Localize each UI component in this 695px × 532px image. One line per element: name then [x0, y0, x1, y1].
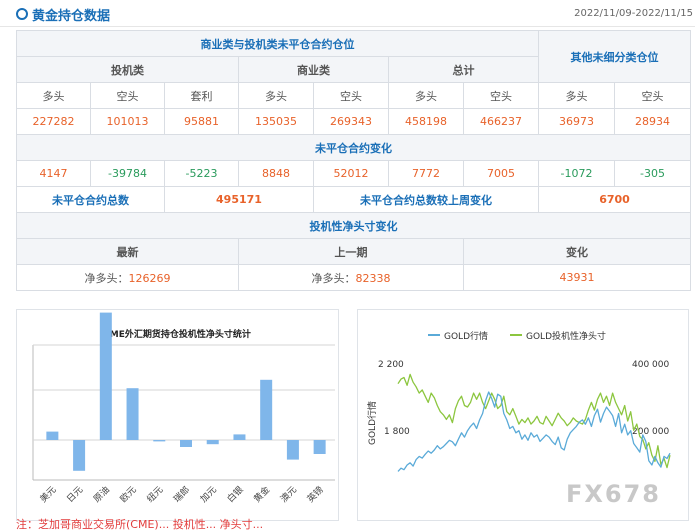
- legend-gold-net: GOLD投机性净头寸: [526, 330, 606, 342]
- header-divider: [0, 26, 695, 27]
- change-cell: 7772: [388, 160, 464, 187]
- bar-category-label: 白银: [224, 484, 245, 505]
- section-ring-icon: [16, 8, 28, 20]
- positions-table: 商业类与投机类未平仓合约仓位 其他未细分类仓位 投机类 商业类 总计 多头 空头…: [15, 30, 692, 291]
- bar: [73, 440, 86, 471]
- change-cell: 7005: [462, 160, 540, 187]
- oi-total-label: 未平仓合约总数: [16, 186, 165, 213]
- bar-category-label: 澳元: [278, 484, 299, 505]
- position-cell: 101013: [90, 108, 165, 135]
- col-header: 套利: [164, 82, 239, 109]
- fx678-watermark: FX678: [566, 480, 661, 508]
- bar: [180, 440, 192, 447]
- category-speculative: 投机类: [16, 56, 239, 83]
- net-latest-prefix: 净多头：: [84, 271, 129, 285]
- net-prev-prefix: 净多头：: [311, 271, 356, 285]
- net-prev-cell: 净多头：82338: [238, 264, 464, 291]
- bar-category-label: 欧元: [117, 484, 138, 505]
- section-header: 黄金持仓数据 2022/11/09-2022/11/15: [0, 0, 695, 28]
- bar: [126, 388, 139, 440]
- bar-category-label: 黄金: [251, 484, 272, 505]
- bar: [260, 379, 273, 440]
- position-cell: 135035: [238, 108, 314, 135]
- category-total: 总计: [387, 56, 540, 83]
- change-section-title: 未平仓合约变化: [15, 134, 692, 161]
- right-tick: 400 000: [632, 360, 669, 370]
- footer-note: 注：芝加哥商业交易所(CME)... 投机性... 净头寸...: [16, 518, 264, 531]
- col-header: 空头: [313, 82, 389, 109]
- oi-change-label: 未平仓合约总数较上周变化: [312, 186, 540, 213]
- bar-category-label: 英镑: [305, 484, 326, 505]
- col-header: 空头: [462, 82, 540, 109]
- oi-change-value: 6700: [538, 186, 692, 213]
- change-cell: -39784: [90, 160, 165, 187]
- change-cell: -305: [614, 160, 692, 187]
- net-change-value: 43931: [462, 264, 692, 291]
- position-cell: 28934: [614, 108, 692, 135]
- bar: [206, 440, 219, 445]
- bar-category-label: 日元: [65, 484, 86, 505]
- changes-row: 4147 -39784 -5223 8848 52012 7772 7005 -…: [16, 160, 692, 187]
- change-cell: 8848: [238, 160, 314, 187]
- category-commercial: 商业类: [238, 56, 389, 83]
- col-header: 多头: [16, 82, 91, 109]
- gold-comparison-chart-panel: GOLD行情 GOLD投机性净头寸 2 200 1 800 400 000 20…: [357, 309, 689, 521]
- column-header-row: 多头 空头 套利 多头 空头 多头 空头 多头 空头: [16, 82, 692, 109]
- group-main-header: 商业类与投机类未平仓合约仓位: [15, 30, 540, 57]
- group-other-header: 其他未细分类仓位: [538, 30, 692, 83]
- net-position-bar-chart: CME外汇期货持仓投机性净头寸统计 美元 日元 原油 欧元 纽元 瑞郎 加元 白银 黄金 澳元 英镑: [32, 312, 335, 505]
- bar-category-label: 瑞郎: [171, 484, 192, 505]
- col-header: 多头: [388, 82, 464, 109]
- bar-chart-title: CME外汇期货持仓投机性净头寸统计: [103, 328, 251, 340]
- position-cell: 269343: [313, 108, 389, 135]
- position-cell: 466237: [462, 108, 540, 135]
- net-position-chart-panel: CME外汇期货持仓投机性净头寸统计 美元 日元 原油 欧元 纽元 瑞郎 加元 白银 黄金 澳元 英镑: [16, 309, 339, 521]
- gold-line-chart: GOLD行情 GOLD投机性净头寸 2 200 1 800 400 000 20…: [366, 330, 671, 472]
- positions-row: 227282 101013 95881 135035 269343 458198…: [16, 108, 692, 135]
- bar-category-label: 原油: [91, 484, 112, 505]
- right-tick: 200 000: [632, 427, 669, 437]
- bar: [233, 434, 246, 440]
- gold-net-position-line: [397, 373, 671, 469]
- change-cell: 4147: [16, 160, 91, 187]
- col-header: 空头: [90, 82, 165, 109]
- col-header: 多头: [538, 82, 616, 109]
- bar: [46, 431, 59, 440]
- left-tick: 1 800: [384, 427, 410, 437]
- date-range: 2022/11/09-2022/11/15: [574, 8, 693, 19]
- net-latest-cell: 净多头：126269: [16, 264, 239, 291]
- bar-category-label: 纽元: [144, 484, 165, 505]
- section-title: 黄金持仓数据: [32, 9, 111, 24]
- change-cell: -5223: [164, 160, 239, 187]
- col-header: 多头: [238, 82, 314, 109]
- bar-category-label: 加元: [198, 484, 219, 505]
- net-latest-value: 126269: [128, 271, 171, 285]
- bar: [153, 440, 166, 442]
- col-header: 空头: [614, 82, 692, 109]
- bar: [99, 312, 112, 440]
- left-axis-label: GOLD行情: [366, 401, 378, 445]
- position-cell: 95881: [164, 108, 239, 135]
- net-prev-header: 上一期: [238, 238, 464, 265]
- bar: [286, 440, 299, 460]
- position-cell: 227282: [16, 108, 91, 135]
- gold-price-line: [397, 391, 671, 472]
- position-cell: 458198: [388, 108, 464, 135]
- change-cell: 52012: [313, 160, 389, 187]
- net-latest-header: 最新: [16, 238, 239, 265]
- net-section-title: 投机性净头寸变化: [15, 212, 692, 239]
- position-cell: 36973: [538, 108, 616, 135]
- change-cell: -1072: [538, 160, 616, 187]
- oi-total-value: 495171: [164, 186, 314, 213]
- legend-gold-price: GOLD行情: [444, 330, 488, 342]
- net-prev-value: 82338: [355, 271, 391, 285]
- left-tick: 2 200: [378, 360, 404, 370]
- bar-category-label: 美元: [37, 484, 58, 505]
- bar: [313, 440, 326, 454]
- net-change-header: 变化: [462, 238, 692, 265]
